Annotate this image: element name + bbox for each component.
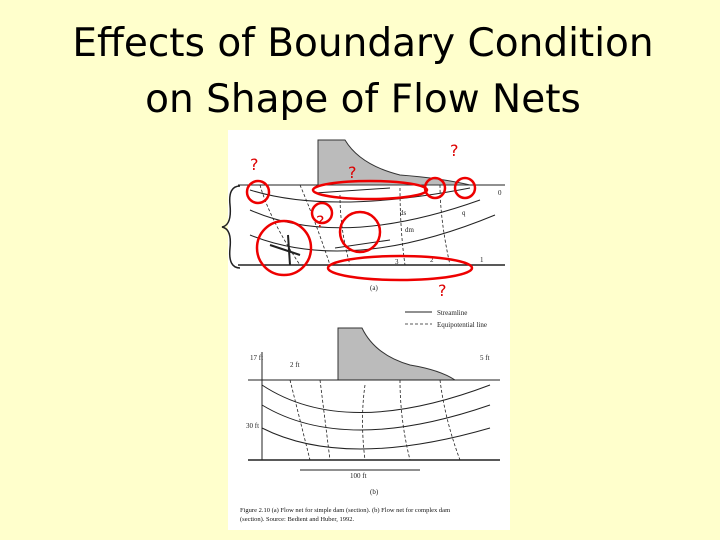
panel-tag: (b) [370, 488, 379, 496]
legend-label: Streamline [437, 309, 467, 317]
figure-label: 3 [395, 258, 399, 266]
figure-label: 17 ft [250, 354, 263, 362]
figure-label: 2 ft [290, 361, 300, 369]
annotations [221, 176, 477, 282]
figure-label: 2 [430, 256, 434, 264]
legend-label: Equipotential line [437, 321, 487, 329]
figure-caption: Figure 2.10 (a) Flow net for simple dam … [240, 507, 450, 514]
figure-label: 5 ft [480, 354, 490, 362]
panel-tag: (a) [370, 284, 378, 292]
figure-label: ds [400, 209, 407, 217]
question-mark: ? [450, 141, 459, 160]
title-line: Effects of Boundary Condition [72, 21, 653, 66]
panel-b-drawing [248, 327, 500, 471]
question-mark: ? [250, 155, 259, 174]
figure-label: 0 [498, 189, 502, 197]
figure-label: dm [405, 226, 415, 234]
figure-label: q [462, 209, 466, 217]
title-line: on Shape of Flow Nets [145, 77, 581, 122]
figure-label: 1 [480, 256, 484, 264]
question-mark: ? [438, 281, 447, 300]
figure-label: 100 ft [350, 472, 367, 480]
figure-label: 30 ft [246, 422, 259, 430]
question-mark: ? [348, 163, 357, 182]
figure-caption: (section). Source: Bedient and Huber, 19… [240, 516, 355, 523]
question-mark: ? [316, 212, 325, 231]
